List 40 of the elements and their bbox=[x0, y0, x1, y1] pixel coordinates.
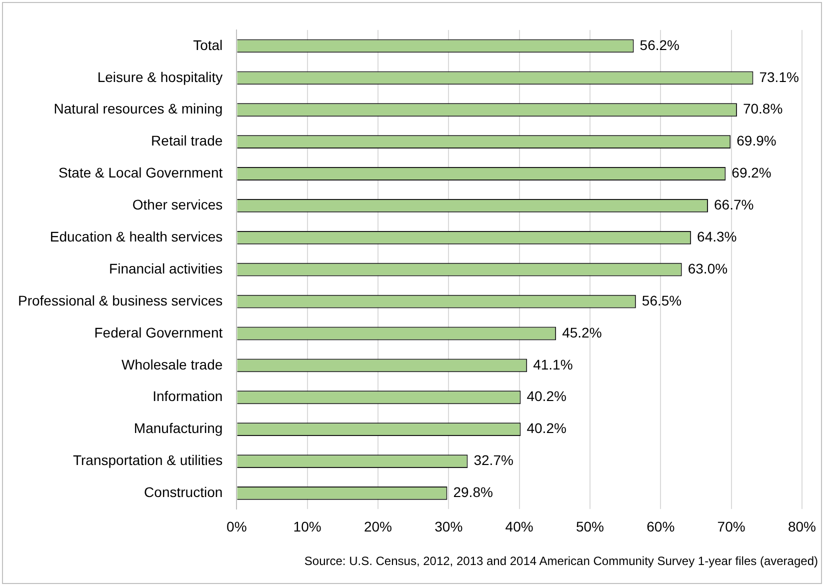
x-tick-label: 10% bbox=[293, 518, 322, 534]
y-tick-label: Financial activities bbox=[109, 260, 223, 276]
y-tick-label: Leisure & hospitality bbox=[97, 68, 223, 85]
y-tick-label: Total bbox=[193, 36, 223, 53]
data-label: 69.2% bbox=[732, 164, 772, 181]
x-tick-label: 40% bbox=[505, 518, 534, 534]
y-tick-label: Retail trade bbox=[151, 132, 223, 149]
y-tick-label: Wholesale trade bbox=[121, 356, 223, 372]
y-tick-label: Federal Government bbox=[94, 324, 223, 340]
data-label: 56.5% bbox=[642, 292, 682, 308]
data-label: 66.7% bbox=[714, 196, 754, 213]
y-tick-label: Information bbox=[152, 388, 223, 404]
y-tick-label: State & Local Government bbox=[58, 164, 223, 181]
y-tick-label: Education & health services bbox=[50, 228, 223, 245]
data-label: 69.9% bbox=[736, 132, 776, 149]
y-tick-label: Other services bbox=[132, 196, 223, 213]
data-label: 73.1% bbox=[759, 68, 799, 85]
x-tick-label: 30% bbox=[434, 518, 463, 534]
y-tick-label: Construction bbox=[144, 484, 223, 500]
x-tick-label: 20% bbox=[364, 518, 392, 534]
data-label: 70.8% bbox=[742, 100, 783, 117]
x-tick-label: 50% bbox=[576, 518, 604, 534]
x-tick-label: 0% bbox=[226, 518, 247, 534]
x-tick-label: 80% bbox=[788, 518, 816, 534]
data-label: 40.2% bbox=[526, 388, 566, 404]
data-label: 56.2% bbox=[640, 36, 680, 53]
x-tick-label: 70% bbox=[717, 518, 746, 534]
data-label: 41.1% bbox=[533, 356, 573, 372]
source-note: Source: U.S. Census, 2012, 2013 and 2014 American Community Survey 1-year files (averaged) bbox=[304, 554, 818, 568]
x-tick-label: 60% bbox=[646, 518, 675, 534]
y-tick-label: Transportation & utilities bbox=[72, 452, 223, 468]
y-tick-label: Professional & business services bbox=[18, 292, 223, 308]
data-label: 29.8% bbox=[453, 484, 493, 500]
data-label: 63.0% bbox=[688, 260, 728, 276]
y-tick-label: Manufacturing bbox=[134, 420, 223, 436]
y-tick-label: Natural resources & mining bbox=[54, 100, 223, 117]
data-label: 45.2% bbox=[562, 324, 602, 340]
data-label: 32.7% bbox=[474, 452, 514, 468]
data-label: 40.2% bbox=[526, 420, 566, 436]
data-label: 64.3% bbox=[697, 228, 737, 245]
